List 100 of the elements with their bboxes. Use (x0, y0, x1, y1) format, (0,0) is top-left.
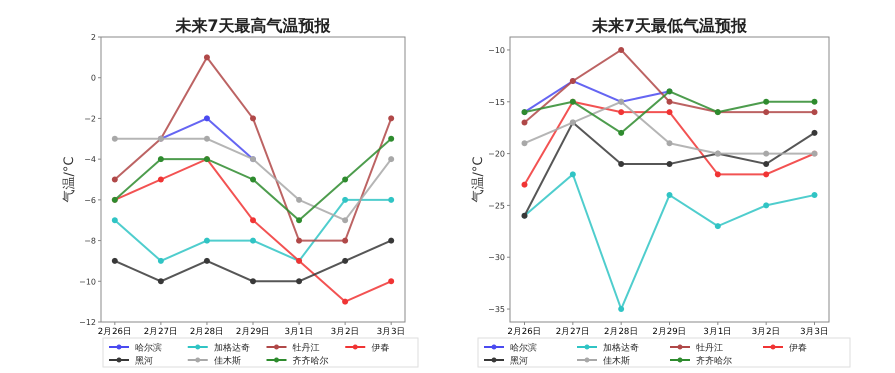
point (763, 160, 770, 167)
legend-label: 哈尔滨 (510, 342, 537, 354)
legend-label: 加格达奇 (603, 342, 639, 354)
legend-label: 牡丹江 (292, 342, 320, 354)
x-tick-label: 2月27日 (144, 327, 178, 337)
point (618, 306, 624, 312)
legend-label: 黑河 (510, 356, 528, 366)
y-axis-title: 气温/°C (62, 156, 77, 202)
point (812, 98, 818, 105)
point (812, 130, 818, 136)
point (158, 156, 164, 162)
x-tick-label: 3月3日 (800, 327, 829, 337)
point (570, 171, 576, 178)
point (296, 196, 302, 203)
point (204, 115, 210, 122)
point (204, 258, 210, 264)
legend-label: 伊春 (789, 342, 807, 354)
y-axis-title: 气温/°C (471, 156, 486, 202)
x-tick-label: 3月2日 (330, 327, 360, 337)
point (763, 202, 770, 208)
point (112, 176, 118, 182)
point (204, 136, 210, 142)
legend-label: 加格达奇 (214, 342, 250, 354)
y-tick-label: −10 (79, 277, 96, 286)
point (342, 176, 348, 182)
legend-label: 伊春 (371, 342, 390, 354)
point (522, 182, 528, 188)
point (666, 160, 672, 167)
y-tick-label: 2 (90, 33, 96, 42)
point (522, 120, 528, 126)
legend-label: 佳木斯 (603, 356, 630, 366)
y-tick-label: −8 (84, 236, 96, 246)
point (388, 278, 394, 284)
point (618, 46, 624, 53)
point (666, 109, 672, 116)
legend-label: 佳木斯 (214, 356, 241, 366)
y-tick-label: −30 (488, 253, 505, 262)
point (388, 238, 394, 244)
point (112, 217, 118, 224)
point (763, 98, 770, 105)
x-tick-label: 2月28日 (190, 327, 224, 337)
point (204, 54, 210, 60)
x-tick-label: 3月2日 (752, 327, 781, 337)
x-tick-label: 3月3日 (376, 327, 406, 337)
x-tick-label: 2月26日 (507, 327, 542, 337)
y-tick-label: −12 (79, 318, 96, 327)
point (250, 238, 256, 244)
point (388, 196, 394, 203)
y-tick-label: −4 (84, 155, 96, 164)
y-tick-label: 0 (90, 74, 96, 83)
x-tick-label: 2月27日 (556, 327, 590, 337)
legend-label: 齐齐哈尔 (292, 356, 328, 366)
point (112, 136, 118, 142)
point (296, 238, 302, 244)
point (618, 130, 624, 136)
point (388, 156, 394, 162)
y-tick-label: −2 (84, 114, 96, 124)
point (522, 140, 528, 146)
point (296, 278, 302, 284)
point (250, 278, 256, 284)
point (296, 217, 302, 224)
legend-label: 哈尔滨 (135, 342, 162, 354)
point (763, 171, 770, 178)
point (342, 196, 348, 203)
point (812, 192, 818, 198)
point (666, 140, 672, 146)
point (618, 160, 624, 167)
point (388, 115, 394, 122)
point (714, 223, 721, 230)
x-tick-label: 2月29日 (236, 327, 270, 337)
y-tick-label: −15 (488, 98, 505, 107)
point (204, 238, 210, 244)
y-tick-label: −10 (488, 46, 505, 55)
point (388, 136, 394, 142)
y-tick-label: −20 (488, 150, 505, 159)
x-tick-label: 2月29日 (652, 327, 687, 337)
chart-title: 未来7天最低气温预报 (590, 16, 748, 35)
y-tick-label: −35 (488, 305, 505, 314)
point (112, 258, 118, 264)
x-tick-label: 3月1日 (284, 327, 314, 337)
point (342, 298, 348, 305)
y-tick-label: −6 (84, 196, 96, 205)
point (714, 171, 721, 178)
legend-label: 牡丹江 (696, 342, 723, 354)
point (763, 150, 770, 157)
point (342, 238, 348, 244)
point (763, 109, 770, 116)
x-tick-label: 2月26日 (98, 327, 132, 337)
point (666, 98, 672, 105)
x-tick-label: 2月28日 (604, 327, 638, 337)
point (158, 278, 164, 284)
point (250, 176, 256, 182)
point (342, 258, 348, 264)
point (342, 217, 348, 224)
point (250, 115, 256, 122)
legend-label: 黑河 (135, 356, 153, 366)
legend-label: 齐齐哈尔 (696, 356, 732, 366)
point (812, 109, 818, 116)
x-tick-label: 3月1日 (703, 327, 732, 337)
point (158, 258, 164, 264)
